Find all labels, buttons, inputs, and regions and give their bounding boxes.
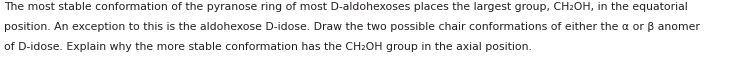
Text: The most stable conformation of the pyranose ring of most D-aldohexoses places t: The most stable conformation of the pyra… (4, 2, 687, 12)
Text: of D-idose. Explain why the more stable conformation has the CH₂OH group in the : of D-idose. Explain why the more stable … (4, 42, 532, 52)
Text: position. An exception to this is the aldohexose D-idose. Draw the two possible : position. An exception to this is the al… (4, 22, 700, 32)
